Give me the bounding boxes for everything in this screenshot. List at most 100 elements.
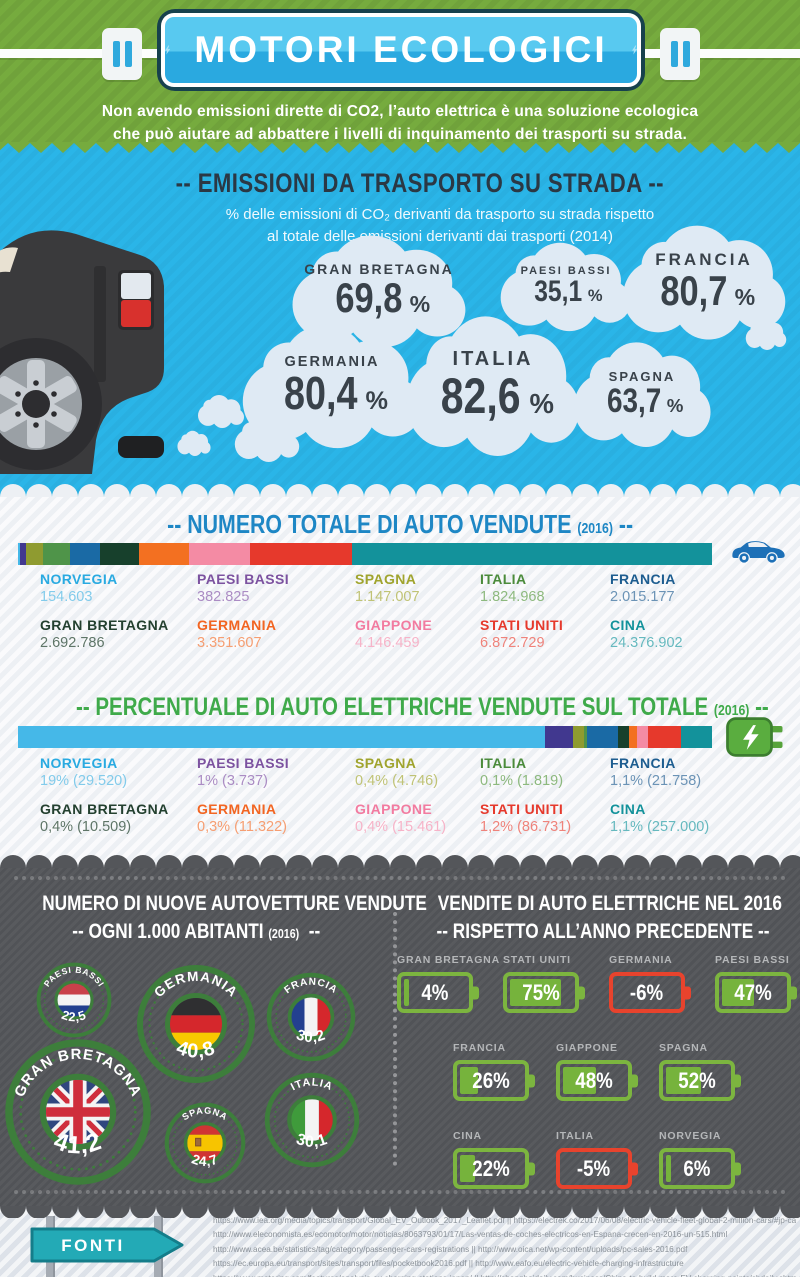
- battery-fill: [404, 979, 410, 1006]
- country-name: ITALIA: [480, 571, 527, 587]
- total-sales-title: -- NUMERO TOTALE DI AUTO VENDUTE (2016) …: [167, 509, 633, 539]
- scallop-border: [0, 484, 800, 497]
- country-cell: SPAGNA 0,4% (4.746): [355, 755, 480, 789]
- emission-cloud-paesi-bassi: PAESI BASSI 35,1%: [505, 248, 627, 324]
- emission-cloud-germania: GERMANIA 80,4%: [248, 332, 416, 438]
- intro-description: Non avendo emissioni dirette di CO2, l’a…: [40, 100, 760, 147]
- bar-segment-germania: [139, 543, 189, 565]
- country-cell: FRANCIA 1,1% (21.758): [610, 755, 774, 789]
- battery-value: -5%: [577, 1155, 611, 1181]
- cloud-value: 80,4%: [284, 367, 389, 419]
- battery-gauge: 48%: [556, 1060, 632, 1101]
- fonti-sign: FONTI: [30, 1227, 184, 1263]
- stamp-svg: ITALIA 30,1: [264, 1072, 360, 1168]
- country-cell: STATI UNITI 1,2% (86.731): [480, 801, 610, 835]
- cloud-value: 69,8%: [335, 274, 431, 321]
- country-sales-value: 2.015.177: [610, 589, 675, 605]
- bar-segment-norvegia: [18, 726, 546, 748]
- ev-share-year: (2016): [713, 702, 750, 719]
- emission-cloud-gran-bretagna: GRAN BRETAGNA 69,8%: [298, 242, 460, 338]
- total-sales-stacked-bar: [18, 543, 712, 565]
- battery-gauge: 75%: [503, 972, 579, 1013]
- battery-value: -6%: [630, 979, 664, 1005]
- dotted-divider: [14, 876, 786, 880]
- battery-country-label: GIAPPONE: [556, 1042, 618, 1054]
- country-ev-value: 0,4% (10.509): [40, 819, 132, 835]
- battery-country-label: FRANCIA: [453, 1042, 506, 1054]
- country-name: GRAN BRETAGNA: [40, 617, 169, 633]
- country-ev-value: 0,3% (11.322): [197, 819, 288, 835]
- battery-fill: [460, 1067, 478, 1094]
- stamp-value: 24,7: [190, 1151, 220, 1169]
- cloud-value: 35,1%: [534, 275, 603, 308]
- emission-cloud-italia: ITALIA 82,6%: [412, 324, 574, 444]
- bar-segment-francia: [69, 543, 100, 565]
- dark-stats-section: NUMERO DI NUOVE AUTOVETTURE VENDUTE -- O…: [0, 868, 800, 1206]
- title-badge: MOTORI ECOLOGICI: [157, 9, 645, 91]
- country-cell: GERMANIA 0,3% (11.322): [197, 801, 355, 835]
- bar-segment-norvegia: [18, 543, 21, 565]
- country-name: PAESI BASSI: [197, 571, 290, 587]
- bar-segment-spagna: [573, 726, 585, 748]
- scallop-border: [0, 1206, 800, 1218]
- cloud-value: 80,7%: [660, 267, 756, 314]
- cloud-country: FRANCIA: [655, 250, 753, 269]
- battery-country-label: CINA: [453, 1130, 482, 1142]
- emission-cloud-francia: FRANCIA 80,7%: [628, 232, 780, 330]
- country-sales-value: 6.872.729: [480, 635, 545, 651]
- bar-segment-gran-bretagna: [99, 543, 140, 565]
- country-name: NORVEGIA: [40, 571, 118, 587]
- battery-fill: [666, 1155, 672, 1182]
- battery-row: GRAN BRETAGNA 4% STATI UNITI 75% GERMANIA -6%…: [394, 954, 794, 1013]
- lightning-bolt-icon: [631, 45, 637, 55]
- country-name: GRAN BRETAGNA: [40, 801, 169, 817]
- bar-segment-germania: [628, 726, 637, 748]
- source-url-line: http://www.acea.be/statistics/tag/catego…: [213, 1244, 688, 1254]
- emission-cloud-spagna: SPAGNA 63,7%: [578, 348, 706, 438]
- battery-fill: [563, 1067, 596, 1094]
- country-name: SPAGNA: [355, 755, 417, 771]
- bar-segment-spagna: [25, 543, 43, 565]
- title-badge-core: MOTORI ECOLOGICI: [165, 17, 637, 83]
- battery-country-label: GERMANIA: [609, 954, 673, 966]
- country-cell: CINA 24.376.902: [610, 617, 774, 651]
- country-sales-value: 1.147.007: [355, 589, 420, 605]
- bar-segment-italia: [584, 726, 588, 748]
- ev-growth-batteries: GRAN BRETAGNA 4% STATI UNITI 75% GERMANIA -6%…: [394, 954, 794, 1218]
- page-title: MOTORI ECOLOGICI: [194, 29, 608, 70]
- country-ev-value: 0,4% (4.746): [355, 773, 439, 789]
- ev-growth-item-italia: ITALIA -5%: [556, 1130, 632, 1189]
- country-sales-value: 3.351.607: [197, 635, 262, 651]
- battery-gauge: 4%: [397, 972, 473, 1013]
- source-url-line: https://ec.europa.eu/transport/sites/tra…: [213, 1259, 684, 1269]
- ev-growth-item-stati-uniti: STATI UNITI 75%: [503, 954, 579, 1013]
- emissions-section: -- EMISSIONI DA TRASPORTO SU STRADA -- %…: [0, 142, 800, 497]
- ev-growth-title: VENDITE DI AUTO ELETTRICHE NEL 2016 -- R…: [436, 892, 782, 944]
- fonti-label: FONTI: [61, 1236, 125, 1255]
- battery-row: CINA 22% ITALIA -5% NORVEGIA 6%: [394, 1130, 794, 1189]
- cable-connector-left: [102, 28, 142, 80]
- country-cell: FRANCIA 2.015.177: [610, 571, 774, 605]
- battery-value: 47%: [734, 979, 772, 1005]
- car-icon: [729, 537, 787, 565]
- stamp-country: ITALIA: [289, 1076, 335, 1093]
- country-cell: ITALIA 1.824.968: [480, 571, 610, 605]
- country-sales-value: 1.824.968: [480, 589, 545, 605]
- country-cell: GRAN BRETAGNA 0,4% (10.509): [40, 801, 197, 835]
- country-cell: GERMANIA 3.351.607: [197, 617, 355, 651]
- bar-segment-giappone: [188, 543, 251, 565]
- stamp-value: 30,2: [294, 1026, 328, 1046]
- country-sales-value: 382.825: [197, 589, 250, 605]
- ev-growth-item-spagna: SPAGNA 52%: [659, 1042, 735, 1101]
- country-cell: GIAPPONE 0,4% (15.461): [355, 801, 480, 835]
- country-name: CINA: [610, 617, 646, 633]
- country-sales-value: 4.146.459: [355, 635, 420, 651]
- country-cell: SPAGNA 1.147.007: [355, 571, 480, 605]
- battery-fill: [460, 1155, 475, 1182]
- country-ev-value: 0,4% (15.461): [355, 819, 447, 835]
- country-cell: ITALIA 0,1% (1.819): [480, 755, 610, 789]
- ev-growth-item-giappone: GIAPPONE 48%: [556, 1042, 632, 1101]
- country-cell: PAESI BASSI 382.825: [197, 571, 355, 605]
- cloud-country: ITALIA: [452, 347, 534, 370]
